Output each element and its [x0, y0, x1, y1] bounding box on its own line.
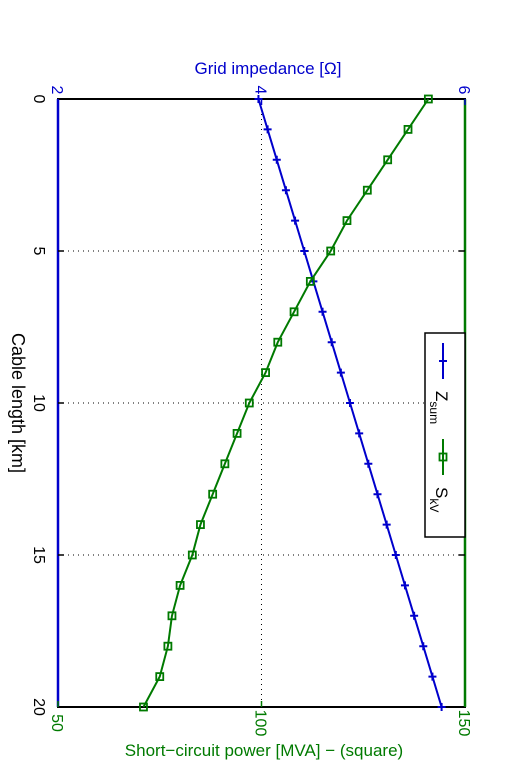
- data-point-plus: [254, 95, 263, 103]
- data-point-square: [326, 246, 336, 256]
- data-point-plus: [346, 399, 355, 407]
- x-tick-label: 20: [30, 698, 47, 716]
- data-point-plus: [410, 611, 419, 620]
- data-point-square: [139, 702, 148, 712]
- data-point-square: [342, 216, 352, 226]
- series-line: [142, 98, 430, 708]
- legend-label-subscript: kV: [427, 498, 441, 512]
- data-point-square: [244, 398, 254, 408]
- x-tick-label: 15: [30, 546, 47, 564]
- legend-label-main: S: [432, 487, 451, 498]
- data-point-square: [196, 520, 205, 529]
- bottom-tick-label: 100: [252, 710, 269, 737]
- data-point-plus: [419, 642, 428, 651]
- bottom-tick-label: 50: [48, 714, 65, 732]
- data-point-plus: [355, 429, 364, 438]
- axis-labels: 0 5 10 15 20 2 4 6 50 100 150 Grid impedance [Ω] Sho…: [8, 59, 472, 760]
- data-point-square: [220, 459, 230, 469]
- x-tick-label: 5: [30, 247, 47, 256]
- series-Zsum: [254, 95, 446, 711]
- top-axis-title: Grid impedance [Ω]: [195, 59, 342, 78]
- data-point-plus: [382, 520, 391, 529]
- bottom-tick-label: 150: [455, 710, 472, 737]
- data-point-plus: [373, 490, 382, 499]
- data-point-plus: [428, 672, 437, 681]
- top-tick-label: 6: [455, 86, 472, 95]
- top-tick-label: 4: [252, 86, 269, 95]
- series: [139, 94, 446, 712]
- data-point-plus: [272, 155, 281, 164]
- legend-label-subscript: sum: [427, 401, 441, 424]
- data-point-square: [362, 185, 372, 195]
- data-point-square: [167, 611, 177, 621]
- legend-label: SkV: [427, 487, 451, 512]
- bottom-axis-title: Short−circuit power [MVA] − (square): [125, 741, 403, 760]
- data-point-square: [423, 94, 433, 104]
- data-point-plus: [400, 581, 409, 590]
- data-point-square: [305, 276, 315, 286]
- data-point-plus: [318, 307, 327, 316]
- legend: Zsum SkV: [424, 332, 466, 538]
- data-point-square: [383, 155, 393, 165]
- data-point-plus: [281, 186, 290, 195]
- x-tick-label: 0: [30, 95, 47, 104]
- x-axis-title: Cable length [km]: [8, 333, 28, 473]
- data-point-plus: [437, 703, 446, 711]
- data-point-square: [403, 125, 413, 134]
- data-point-plus: [391, 551, 400, 559]
- data-point-plus: [364, 459, 373, 468]
- data-point-square: [232, 428, 242, 438]
- data-point-square: [438, 452, 448, 462]
- data-point-square: [175, 581, 185, 590]
- legend-label: Zsum: [427, 391, 451, 424]
- top-tick-label: 2: [48, 86, 65, 95]
- data-point-square: [289, 307, 299, 317]
- axes: [56, 98, 467, 708]
- data-point-plus: [336, 368, 345, 377]
- data-point-square: [261, 368, 270, 378]
- data-point-plus: [291, 216, 300, 225]
- data-point-square: [273, 337, 283, 347]
- data-point-square: [208, 489, 218, 499]
- series-SkV: [139, 94, 433, 712]
- data-point-square: [155, 672, 165, 681]
- legend-box: [424, 332, 466, 538]
- x-tick-label: 10: [30, 394, 47, 412]
- data-point-square: [187, 550, 197, 560]
- legend-label-main: Z: [432, 391, 451, 401]
- data-point-plus: [327, 338, 336, 347]
- data-point-square: [163, 641, 173, 651]
- data-point-plus: [263, 125, 272, 134]
- data-point-plus: [439, 357, 447, 365]
- grid-lines: [58, 99, 465, 707]
- data-point-plus: [300, 247, 309, 255]
